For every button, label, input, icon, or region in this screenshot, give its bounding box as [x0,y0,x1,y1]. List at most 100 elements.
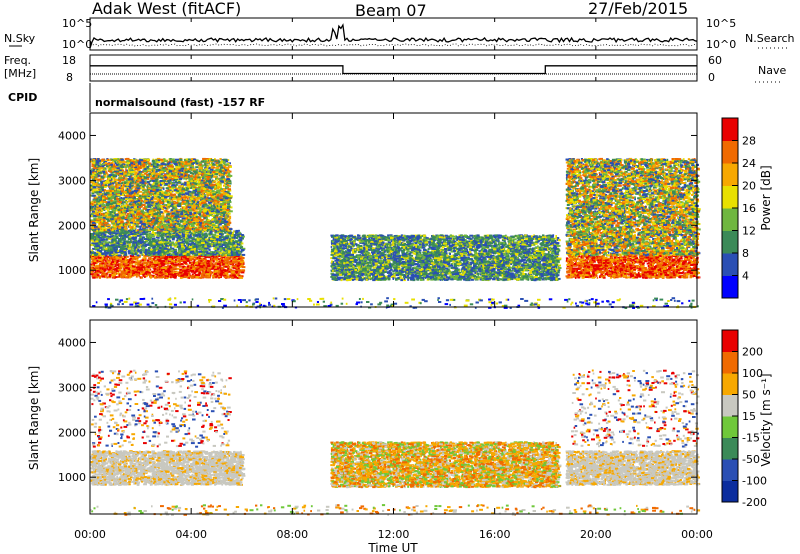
noise-panel: N.Sky 10^5 10^0 10^5 10^0 N.Search [4,17,795,51]
power-cell [188,272,190,274]
power-cell [91,271,93,273]
power-cell [103,266,107,268]
power-cell [123,275,125,277]
power-cell [195,274,198,276]
power-cell [130,273,132,275]
noise-right-tick-top: 10^5 [706,17,736,30]
power-cell [240,256,243,258]
power-cell [219,265,221,267]
power-cell [138,275,140,277]
power-cell [180,277,183,279]
noise-search-label: N.Search [745,32,795,45]
power-cell [207,273,209,275]
power-cell [214,257,218,259]
power-cell [158,276,162,278]
power-cell [213,260,215,262]
power-cell [111,265,114,267]
power-cell [92,265,94,267]
power-cell [102,271,104,273]
power-cell [210,262,213,264]
power-cell [97,274,100,276]
power-cell [130,266,132,268]
power-cell [169,273,172,275]
power-cell [121,265,124,267]
power-cell [220,270,222,272]
power-cell [150,276,152,278]
power-cell [242,266,246,268]
power-cell [149,257,151,259]
power-cell [201,274,204,276]
power-cell [157,267,160,269]
power-cell [167,275,170,277]
power-cell [241,270,245,272]
power-cell [227,268,229,270]
power-cell [162,272,166,274]
power-cell [125,263,128,265]
power-cell [221,259,223,261]
power-cell [193,260,195,262]
power-cell [238,276,240,278]
noise-left-tick-top: 10^5 [62,17,92,30]
power-cell [128,271,130,273]
power-cell [132,268,134,270]
power-cell [230,260,232,262]
cpid-text: normalsound (fast) -157 RF [95,96,265,109]
power-cell [109,274,112,276]
power-cell [120,261,122,263]
power-cell [181,275,184,277]
power-cell [130,255,132,257]
power-cell [100,259,102,261]
power-cell [134,271,138,273]
power-cell [184,267,187,269]
power-cell [154,275,156,277]
power-cell [174,266,177,268]
power-cell [191,277,194,279]
power-cell [206,262,209,264]
power-cell [107,265,111,267]
date-label: 27/Feb/2015 [588,0,688,18]
power-cell [139,269,143,271]
power-cell [126,276,128,278]
power-cell [164,257,168,259]
power-cell [237,265,239,267]
power-cell [199,257,201,259]
power-cell [162,276,165,278]
power-cell [200,268,203,270]
noise-right-tick-bottom: 10^0 [706,38,736,51]
power-cell [126,267,128,269]
noise-search-line [90,44,697,46]
power-cell [219,274,222,276]
power-cell [184,273,187,275]
freq-tick-top: 18 [62,54,76,67]
power-cell [205,264,207,266]
power-cell [184,276,187,278]
power-cell [147,260,149,262]
power-cell [102,263,104,265]
power-cell [115,256,117,258]
power-cell [181,263,184,265]
power-cell [188,274,190,276]
power-cell [111,269,113,271]
power-cell [100,264,103,266]
power-cell [100,272,102,274]
power-cell [174,277,177,279]
power-cell [147,274,151,276]
power-cell [212,266,215,268]
power-cell [176,257,180,259]
power-cell [207,260,211,262]
power-cell [112,267,115,269]
power-cell [144,276,146,278]
power-cell [115,273,117,275]
power-cell [93,260,96,262]
power-cell [94,274,96,276]
power-cell [229,276,231,278]
power-cell [231,256,234,258]
power-cell [107,269,109,271]
power-cell [112,271,115,273]
power-cell [119,264,121,266]
nave-tick-bottom: 0 [708,71,715,84]
power-cell [233,261,236,263]
power-cell [99,267,101,269]
power-cell [154,268,157,270]
